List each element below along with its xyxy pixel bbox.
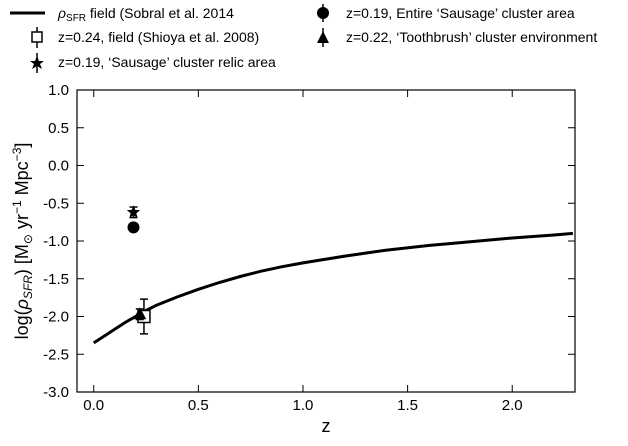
legend-circle-marker — [317, 7, 329, 19]
x-axis-label: z — [322, 416, 331, 436]
data-point-triangle — [133, 307, 147, 321]
y-tick-label: -1.5 — [43, 271, 69, 288]
legend-item-triangle: z=0.22, ‘Toothbrush’ cluster environment — [317, 28, 597, 47]
x-tick-label: 2.0 — [502, 397, 523, 414]
legend-triangle-marker — [317, 31, 329, 43]
legend-star-label: z=0.19, ‘Sausage’ cluster relic area — [58, 54, 276, 70]
legend-item-circle: z=0.19, Entire ‘Sausage’ cluster area — [317, 4, 575, 22]
legend-item-curve: ρSFR field (Sobral et al. 2014 — [10, 5, 234, 24]
y-axis-label: log(ρSFR) [M⊙ yr−1 Mpc−3] — [10, 143, 35, 340]
data-point-circle — [127, 221, 140, 234]
data-point-star — [126, 205, 141, 219]
curve-line — [92, 231, 574, 345]
x-tick-label: 0.0 — [83, 397, 104, 414]
legend-curve-label: ρSFR field (Sobral et al. 2014 — [57, 5, 234, 24]
y-axis: 1.0 0.5 0.0 -0.5 -1.0 -1.5 -2.0 -2.5 -3.0 — [43, 82, 575, 401]
y-tick-label: -2.5 — [43, 346, 69, 363]
triangle-marker — [133, 307, 147, 320]
plot-frame — [76, 89, 576, 393]
y-tick-label: 0.0 — [48, 158, 69, 175]
y-tick-label: 0.5 — [48, 120, 69, 137]
star-marker — [126, 205, 141, 218]
legend-star-marker — [30, 56, 44, 69]
x-axis: 0.0 0.5 1.0 1.5 2.0 — [83, 90, 523, 414]
series-curve — [92, 231, 574, 345]
legend-item-square: z=0.24, field (Shioya et al. 2008) — [31, 27, 259, 48]
legend-square-marker — [31, 31, 43, 43]
legend-circle-label: z=0.19, Entire ‘Sausage’ cluster area — [346, 5, 575, 21]
circle-marker — [127, 221, 140, 234]
x-tick-label: 1.5 — [397, 397, 418, 414]
y-tick-label: -1.0 — [43, 233, 69, 250]
y-tick-label: -3.0 — [43, 384, 69, 401]
y-tick-label: 1.0 — [48, 82, 69, 99]
y-tick-label: -0.5 — [43, 195, 69, 212]
x-tick-label: 1.0 — [293, 397, 314, 414]
y-tick-label: -2.0 — [43, 309, 69, 326]
legend-square-label: z=0.24, field (Shioya et al. 2008) — [58, 29, 259, 45]
x-tick-label: 0.5 — [188, 397, 209, 414]
legend: ρSFR field (Sobral et al. 2014 z=0.24, f… — [10, 4, 597, 73]
legend-triangle-label: z=0.22, ‘Toothbrush’ cluster environment — [346, 29, 597, 45]
series-points — [126, 205, 151, 335]
legend-item-star: z=0.19, ‘Sausage’ cluster relic area — [30, 53, 276, 73]
